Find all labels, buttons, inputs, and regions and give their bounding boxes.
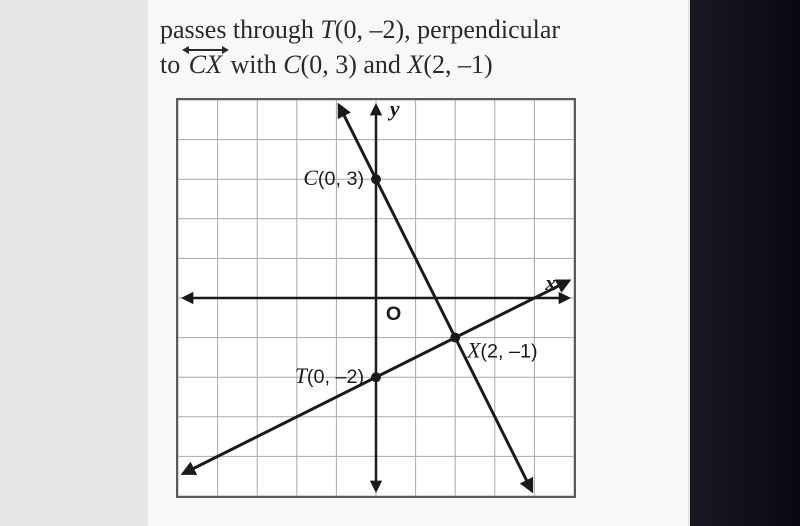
point-t-name: T (320, 15, 334, 44)
svg-text:O: O (386, 303, 401, 325)
point-c-name: C (283, 50, 300, 79)
problem-content: passes through T(0, –2), perpendicular t… (148, 0, 688, 526)
svg-text:T(0, –2): T(0, –2) (295, 364, 364, 388)
text-segment: to (160, 50, 187, 79)
point-x-coords: (2, –1) (423, 50, 492, 79)
text-segment: , perpendicular (404, 15, 560, 44)
dark-side-strip (690, 0, 800, 526)
problem-statement: passes through T(0, –2), perpendicular t… (156, 12, 680, 98)
svg-text:C(0, 3): C(0, 3) (303, 166, 364, 190)
svg-text:x: x (544, 271, 556, 295)
text-segment: with (224, 50, 283, 79)
point-x-name: X (407, 50, 423, 79)
ray-cx-label: CX (189, 50, 222, 79)
svg-text:y: y (387, 100, 400, 121)
text-segment: passes through (160, 15, 320, 44)
text-segment: and (357, 50, 408, 79)
point-c-coords: (0, 3) (301, 50, 357, 79)
svg-text:X(2, –1): X(2, –1) (466, 339, 537, 363)
graph-svg: y x O C(0, 3) T(0, –2) X(2, –1) (178, 100, 574, 496)
line-cx-symbol: CX (187, 47, 224, 82)
point-t-coords: (0, –2) (335, 15, 404, 44)
coordinate-graph: y x O C(0, 3) T(0, –2) X(2, –1) (176, 98, 576, 498)
